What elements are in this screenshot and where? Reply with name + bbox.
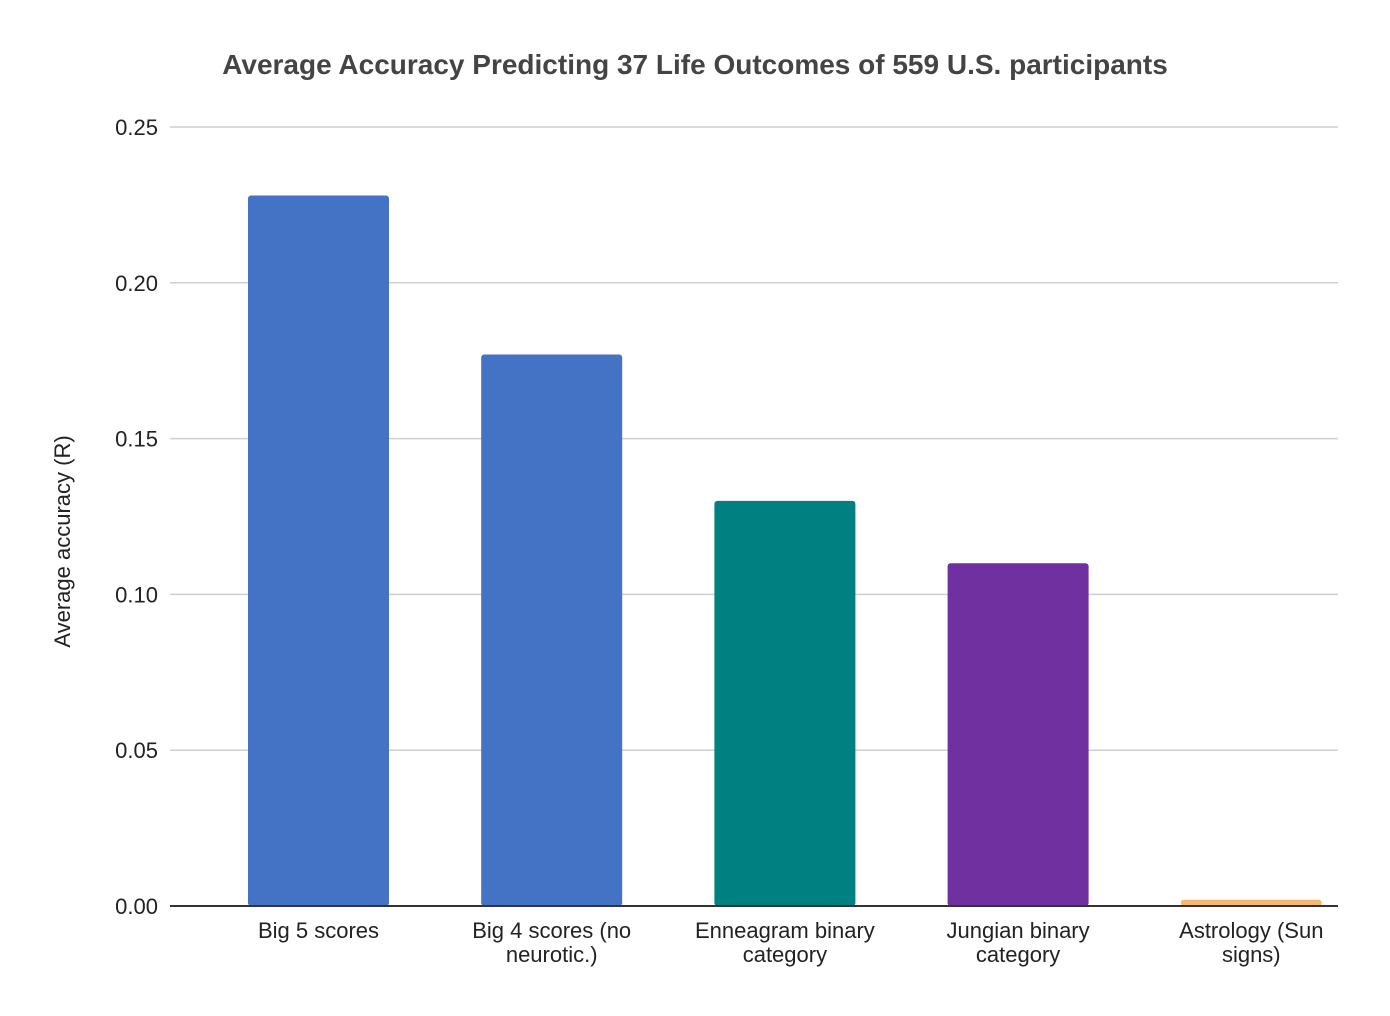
bar-1 [481, 354, 623, 906]
bar-4 [1180, 899, 1322, 906]
x-category-label: Enneagram binary [695, 918, 875, 943]
x-category-label: neurotic.) [506, 942, 598, 967]
y-tick-label: 0.10 [115, 582, 158, 607]
y-tick-label: 0.15 [115, 427, 158, 452]
bar-0 [248, 195, 389, 906]
x-category-label: Big 4 scores (no [472, 918, 631, 943]
x-category-label: Big 5 scores [258, 918, 379, 943]
x-category-label: Astrology (Sun [1179, 918, 1323, 943]
bars [248, 195, 1322, 906]
y-axis-label: Average accuracy (R) [50, 435, 75, 647]
x-category-label: category [976, 942, 1060, 967]
bar-3 [947, 563, 1089, 906]
x-category-label: Jungian binary [947, 918, 1090, 943]
y-tick-label: 0.25 [115, 115, 158, 140]
y-tick-label: 0.20 [115, 271, 158, 296]
chart-title: Average Accuracy Predicting 37 Life Outc… [222, 49, 1168, 80]
y-tick-label: 0.05 [115, 738, 158, 763]
y-tick-label: 0.00 [115, 894, 158, 919]
x-category-label: signs) [1222, 942, 1281, 967]
y-tick-labels: 0.00 0.05 0.10 0.15 0.20 0.25 [115, 115, 158, 919]
bar-2 [714, 500, 856, 906]
x-category-label: category [743, 942, 827, 967]
